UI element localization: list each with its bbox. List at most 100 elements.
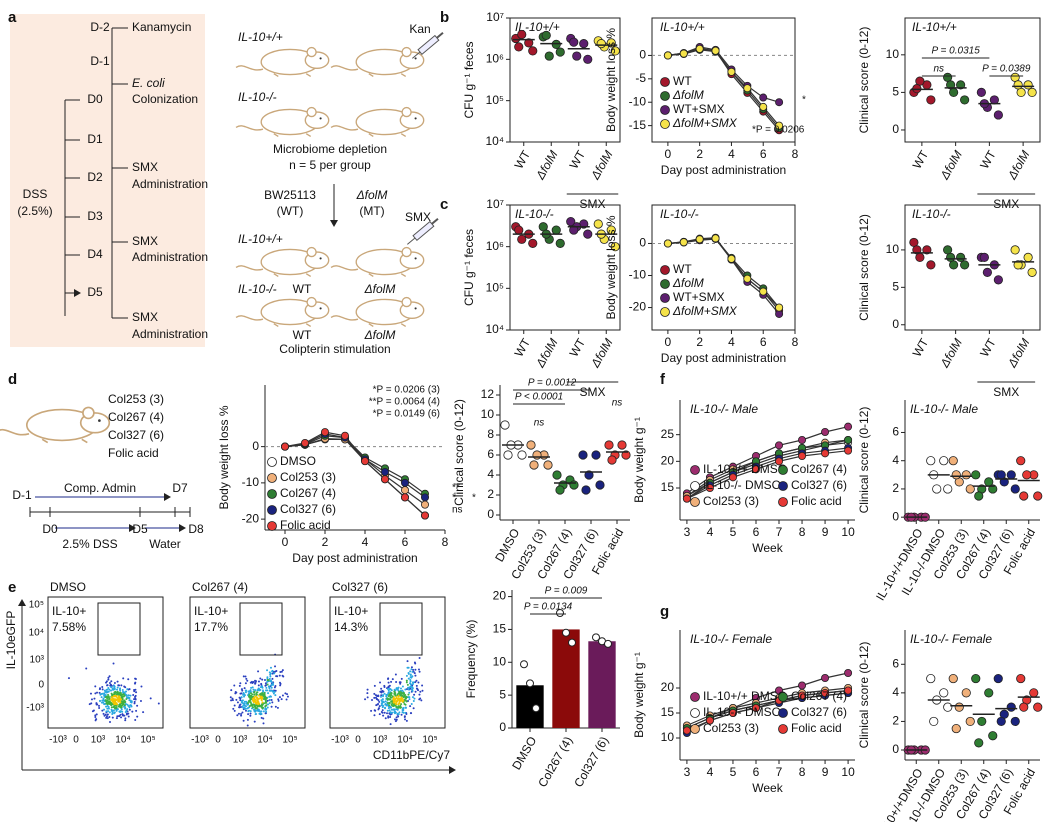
x-tick-label: WT xyxy=(977,148,999,172)
x-tick-label: 2 xyxy=(322,535,329,549)
event-dot xyxy=(271,701,274,704)
legend-marker xyxy=(690,724,700,734)
event-dot xyxy=(121,713,124,716)
event-dot xyxy=(400,703,403,706)
event-dot xyxy=(401,711,404,714)
event-dot xyxy=(124,693,127,696)
y-tick-label: 10⁴ xyxy=(485,322,504,336)
event-dot xyxy=(380,687,383,690)
mouse-icon xyxy=(235,246,330,277)
flow-y-tick: 10³ xyxy=(30,655,45,666)
event-dot xyxy=(391,678,394,681)
event-dot xyxy=(106,704,109,707)
event-dot xyxy=(399,704,402,707)
data-point xyxy=(775,457,784,466)
event-dot xyxy=(98,691,101,694)
data-point xyxy=(320,428,329,437)
mouse-tail xyxy=(330,125,359,131)
legend-marker xyxy=(690,708,700,718)
data-point xyxy=(989,95,999,105)
depletion-label: n = 5 per group xyxy=(289,158,371,172)
legend-label: Folic acid xyxy=(791,494,842,508)
data-point xyxy=(926,95,936,105)
data-point xyxy=(1022,470,1032,480)
data-point xyxy=(555,485,565,495)
event-dot xyxy=(102,712,105,715)
data-point xyxy=(526,440,536,450)
data-point xyxy=(514,42,524,52)
data-point xyxy=(604,440,614,450)
y-tick-label: 2 xyxy=(487,487,494,501)
event-dot xyxy=(279,670,282,673)
event-dot xyxy=(378,713,381,716)
data-point xyxy=(912,84,922,94)
strain-label: (MT) xyxy=(359,204,384,218)
annotation: * xyxy=(472,493,476,504)
event-dot xyxy=(400,713,403,716)
event-dot xyxy=(108,711,111,714)
event-dot xyxy=(108,675,111,678)
event-dot xyxy=(373,696,376,699)
event-dot xyxy=(100,696,103,699)
chart-title: IL-10-/- Male xyxy=(690,402,758,416)
mouse-tail xyxy=(235,315,264,321)
event-dot xyxy=(229,696,232,699)
data-point xyxy=(926,456,936,466)
flow-x-tick: -10³ xyxy=(49,735,67,746)
event-dot xyxy=(237,712,240,715)
y-tick-label: 5 xyxy=(892,280,899,294)
event-dot xyxy=(387,689,390,692)
event-dot xyxy=(394,698,397,701)
event-dot xyxy=(98,706,101,709)
event-dot xyxy=(278,681,281,684)
event-dot xyxy=(246,718,249,721)
event-dot xyxy=(108,682,111,685)
event-dot xyxy=(265,710,268,713)
legend-marker xyxy=(660,265,670,275)
event-dot xyxy=(275,675,278,678)
annotation: **P = 0.0064 (4) xyxy=(369,397,440,408)
event-dot xyxy=(128,699,131,702)
data-point xyxy=(1010,245,1020,255)
strain-label: (WT) xyxy=(277,204,304,218)
data-point xyxy=(971,673,981,684)
event-dot xyxy=(128,706,131,709)
event-dot xyxy=(245,705,248,708)
event-dot xyxy=(272,692,275,695)
event-dot xyxy=(239,703,242,706)
legend-label: Col327 (6) xyxy=(280,502,336,516)
mouse-ear xyxy=(401,296,412,308)
event-dot xyxy=(274,694,277,697)
data-point xyxy=(695,44,704,53)
data-point xyxy=(943,702,953,712)
event-dot xyxy=(254,698,257,701)
event-dot xyxy=(125,695,128,698)
data-point xyxy=(581,485,591,495)
event-dot xyxy=(269,666,272,669)
group-label: SMX xyxy=(579,197,605,211)
legend-label: Folic acid xyxy=(280,518,331,532)
data-point xyxy=(974,491,984,501)
x-tick-label: 5 xyxy=(730,765,737,779)
flow-x-tick: 10⁵ xyxy=(422,735,437,746)
mouse-icon xyxy=(0,406,111,444)
event-dot xyxy=(391,711,394,714)
flow-x-tick: 10³ xyxy=(233,735,248,746)
legend-label: Col253 (3) xyxy=(703,721,759,735)
data-point xyxy=(524,38,534,48)
y-tick-label: 8 xyxy=(487,427,494,441)
event-dot xyxy=(268,698,271,701)
data-point xyxy=(555,238,565,248)
event-dot xyxy=(231,699,234,702)
event-dot xyxy=(240,714,243,717)
data-point xyxy=(961,470,971,480)
day-label: D1 xyxy=(87,132,103,146)
event-dot xyxy=(106,684,109,687)
event-dot xyxy=(89,692,92,695)
y-tick-label: 0 xyxy=(892,742,899,756)
flow-y-tick: 10⁴ xyxy=(29,628,44,639)
event-dot xyxy=(279,684,282,687)
event-dot xyxy=(248,709,251,712)
event-dot xyxy=(409,670,412,673)
event-dot xyxy=(377,703,380,706)
